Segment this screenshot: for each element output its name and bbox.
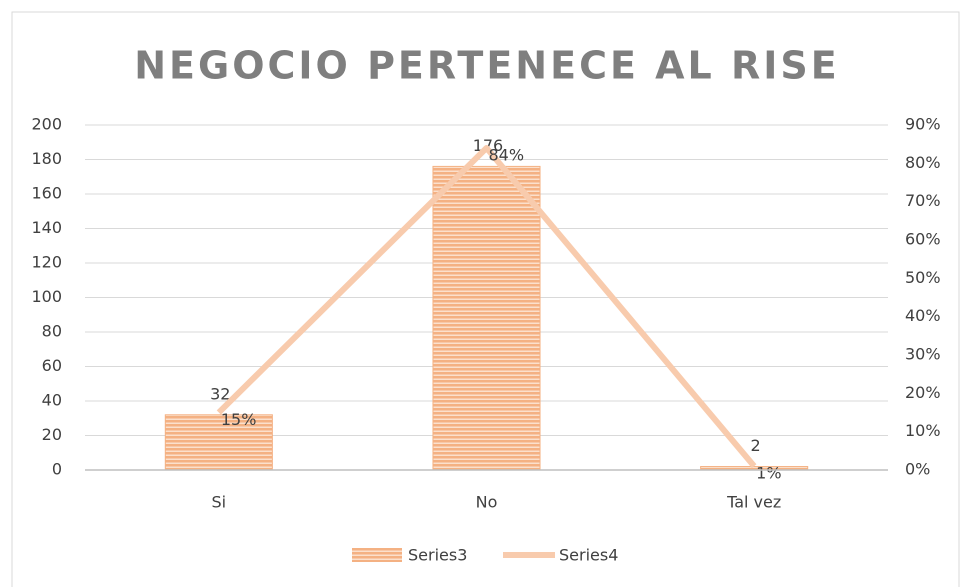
y2-tick-label: 50%	[905, 268, 941, 287]
y2-tick-label: 70%	[905, 191, 941, 210]
chart-title: NEGOCIO PERTENECE AL RISE	[134, 44, 839, 88]
y2-tick-label: 20%	[905, 383, 941, 402]
x-tick-label: Tal vez	[726, 493, 781, 512]
legend-label: Series3	[408, 546, 467, 565]
legend-label: Series4	[559, 546, 618, 565]
y-tick-label: 120	[31, 253, 62, 272]
y2-tick-label: 80%	[905, 153, 941, 172]
y-tick-label: 60	[42, 356, 62, 375]
y-tick-label: 20	[42, 425, 62, 444]
line	[216, 145, 757, 469]
line-value-label: 84%	[489, 146, 525, 165]
line-value-label: 15%	[221, 410, 257, 429]
bar-value-label: 32	[210, 384, 230, 403]
y-tick-label: 80	[42, 322, 62, 341]
y-tick-label: 180	[31, 149, 62, 168]
y2-tick-label: 90%	[905, 115, 941, 134]
y-tick-label: 160	[31, 184, 62, 203]
x-tick-label: Si	[212, 493, 227, 512]
y-tick-label: 100	[31, 287, 62, 306]
bar	[164, 414, 273, 471]
line-value-label: 1%	[756, 464, 781, 483]
y-tick-label: 0	[52, 460, 62, 479]
y2-tick-label: 0%	[905, 460, 930, 479]
y-tick-label: 40	[42, 391, 62, 410]
y2-tick-label: 40%	[905, 306, 941, 325]
bar-value-label: 2	[751, 436, 761, 455]
y2-tick-label: 30%	[905, 345, 941, 364]
y2-tick-label: 60%	[905, 230, 941, 249]
y-tick-label: 140	[31, 218, 62, 237]
bar	[432, 165, 541, 471]
y-tick-label: 200	[31, 115, 62, 134]
y2-tick-label: 10%	[905, 421, 941, 440]
x-tick-label: No	[476, 493, 498, 512]
legend-swatch	[352, 548, 402, 562]
